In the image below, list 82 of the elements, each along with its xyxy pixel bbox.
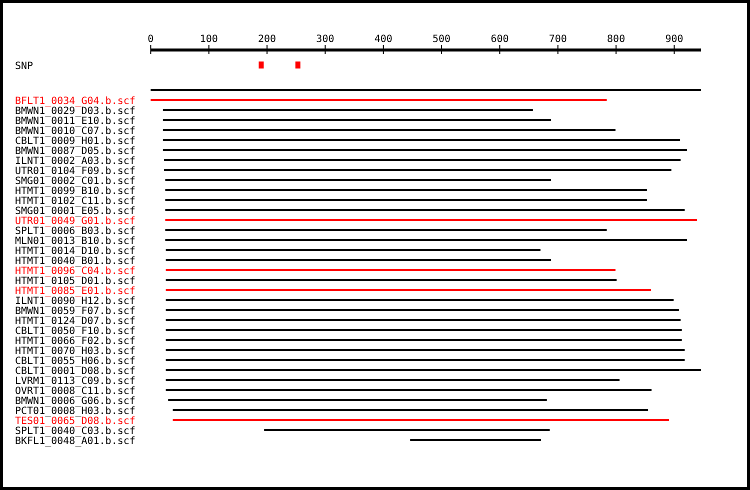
y-tick-label: BMWN1_0010_C07.b.scf [15,126,136,137]
bar [165,219,697,221]
x-tick-label: 300 [316,34,334,45]
y-tick-label: ILNT1_0090_H12.b.scf [15,296,136,307]
y-tick-label: SMG01_0002_C01.b.scf [15,176,136,187]
bar [264,429,550,431]
y-tick-label: BFLT1_0034_G04.b.scf [15,96,136,107]
bar [165,229,607,231]
bar [162,109,533,111]
y-tick-label: LVRM1_0113_C09.b.scf [15,376,136,387]
y-tick-label: SPLT1_0040_C03.b.scf [15,426,136,437]
bar [165,199,647,201]
bar [162,149,688,151]
bar [165,179,551,181]
bar [165,209,685,211]
y-tick-label: CBLT1_0055_H06.b.scf [15,356,136,367]
bar [150,99,607,101]
y-tick-label: BMWN1_0059_F07.b.scf [15,306,136,317]
y-tick-label: CBLT1_0050_F10.b.scf [15,326,136,337]
bar [166,369,701,371]
bar [166,269,616,271]
y-tick-label: BMWN1_0029_D03.b.scf [15,106,136,117]
y-tick-label: CBLT1_0001_D08.b.scf [15,366,136,377]
bar [166,289,651,291]
y-tick-label: HTMT1_0040_B01.b.scf [15,256,136,267]
y-tick-label: HTMT1_0124_D07.b.scf [15,316,136,327]
bar [166,379,620,381]
y-tick-label: HTMT1_0105_D01.b.scf [15,276,136,287]
y-tick-label: UTR01_0104_F09.b.scf [15,166,136,177]
bar [166,329,682,331]
x-tick-label: 200 [258,34,276,45]
y-tick-label: HTMT1_0014_D10.b.scf [15,246,136,257]
bar [166,309,679,311]
x-tick-label: 400 [374,34,392,45]
y-tick-label: SMG01_0001_E05.b.scf [15,206,136,217]
y-tick-label: OVRT1_0008_C11.b.scf [15,386,136,397]
x-tick-label: 700 [548,34,567,45]
y-tick-label: HTMT1_0070_H03.b.scf [15,346,136,357]
y-tick-label: CBLT1_0009_H01.b.scf [15,136,136,147]
y-tick-label: ILNT1_0002_A03.b.scf [15,156,136,167]
bar [166,349,685,351]
y-tick-label: BMWN1_0006_G06.b.scf [15,396,136,407]
y-tick-label: MLN01_0013_B10.b.scf [15,236,136,247]
y-tick-label: SPLT1_0006_B03.b.scf [15,226,136,237]
y-tick-label: SNP [15,61,34,72]
bar [172,419,670,421]
y-tick-label: UTR01_0049_G01.b.scf [15,216,136,227]
bar [172,409,648,411]
bar [166,339,682,341]
y-tick-label: HTMT1_0099_B10.b.scf [15,186,136,197]
bar [150,89,701,91]
bar [164,159,681,161]
bar [166,249,540,251]
bar [165,189,647,191]
bar [166,359,685,361]
bar [166,259,551,261]
x-tick-label: 100 [200,34,218,45]
x-tick-label: 600 [490,34,509,45]
y-tick-label: BMWN1_0087_D05.b.scf [15,146,136,157]
y-tick-label: BMWN1_0011_E10.b.scf [15,116,136,127]
bar [166,299,674,301]
y-tick-label: BKFL1_0048_A01.b.scf [15,436,136,447]
x-tick-label: 500 [432,34,451,45]
bar [164,169,672,171]
bar [168,399,547,401]
bar [162,119,551,121]
bar [166,279,617,281]
x-tick-label: 800 [607,34,626,45]
bar [165,239,688,241]
bar [162,139,680,141]
y-tick-label: HTMT1_0096_C04.b.scf [15,266,136,277]
bar [162,129,616,131]
bar [166,319,681,321]
x-tick-label: 0 [148,34,154,45]
bar [166,389,652,391]
y-tick-label: HTMT1_0066_F02.b.scf [15,336,136,347]
y-tick-label: HTMT1_0102_C11.b.scf [15,196,136,207]
y-tick-label: PCT01_0008_H03.b.scf [15,406,136,417]
bar [410,439,542,441]
x-tick-label: 900 [665,34,684,45]
y-tick-label: HTMT1_0085_E01.b.scf [15,286,136,297]
y-tick-label: TES01_0065_D08.b.scf [15,416,136,427]
